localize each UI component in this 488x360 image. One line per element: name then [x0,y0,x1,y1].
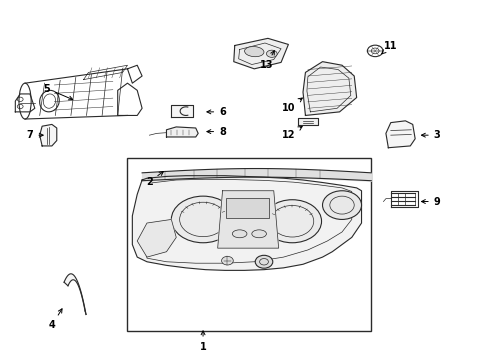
Text: 3: 3 [421,130,440,140]
Polygon shape [298,118,317,126]
Polygon shape [385,121,414,148]
Ellipse shape [266,50,277,57]
Text: 8: 8 [206,127,225,136]
Polygon shape [64,274,86,315]
Text: 2: 2 [146,171,163,187]
Circle shape [263,200,321,243]
Ellipse shape [251,230,266,238]
Polygon shape [166,127,198,137]
Text: 6: 6 [206,107,225,117]
Polygon shape [233,39,288,69]
Polygon shape [303,62,356,116]
Text: 1: 1 [199,331,206,352]
Circle shape [255,255,272,268]
Bar [225,198,268,218]
Text: 7: 7 [26,130,43,140]
Text: 5: 5 [43,84,73,100]
Ellipse shape [232,230,246,238]
Text: 11: 11 [381,41,397,54]
Polygon shape [217,191,278,248]
Polygon shape [137,220,176,257]
Polygon shape [171,105,193,117]
Text: 10: 10 [281,98,302,113]
Polygon shape [132,176,361,270]
Circle shape [221,256,233,265]
Ellipse shape [244,46,264,57]
Text: 13: 13 [259,51,274,70]
Bar [127,158,370,330]
Text: 12: 12 [281,126,302,140]
Text: 4: 4 [48,309,62,330]
Circle shape [322,191,361,220]
Circle shape [171,196,234,243]
Text: 9: 9 [421,197,440,207]
Polygon shape [40,125,57,146]
